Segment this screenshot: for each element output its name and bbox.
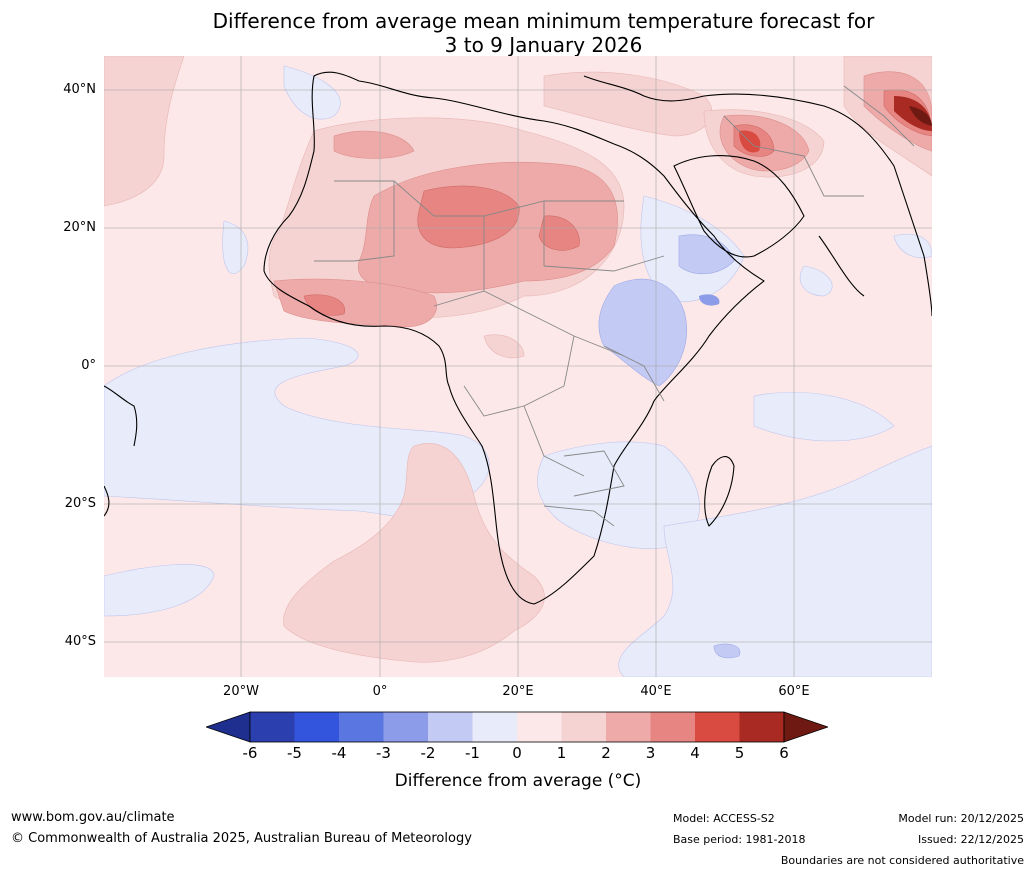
colorbar-segment	[561, 712, 606, 742]
colorbar-segment	[650, 712, 695, 742]
africa-coastline	[263, 71, 765, 605]
colorbar-segment	[339, 712, 384, 742]
warm-anomaly-north-atlantic	[104, 56, 185, 207]
colorbar-segment	[383, 712, 428, 742]
cool-anomaly-small	[799, 265, 833, 297]
madagascar-coastline	[704, 456, 735, 527]
cool-anomaly-south-indian-spot	[713, 643, 741, 659]
footer-website[interactable]: www.bom.gov.au/climate	[11, 810, 175, 825]
colorbar-tick-label: -5	[287, 744, 302, 762]
colorbar-segment	[428, 712, 473, 742]
moderate-cool-regions	[598, 234, 741, 659]
colorbar-segment	[739, 712, 784, 742]
warm-anomaly-central-africa	[483, 334, 525, 359]
warm-anomaly-tibet-max	[909, 106, 932, 126]
cool-anomaly-canary	[222, 220, 249, 274]
colorbar-segment	[695, 712, 740, 742]
footer-issued: Issued: 22/12/2025	[917, 833, 1024, 846]
colorbar-tick-label: 4	[690, 744, 700, 762]
lat-label-40s: 40°S	[64, 634, 96, 649]
map-title-line1: Difference from average mean minimum tem…	[212, 9, 875, 33]
colorbar-tick-label: -4	[331, 744, 347, 762]
map-gridlines	[104, 56, 932, 677]
arabia-coastline	[673, 155, 805, 258]
south-america-coastline	[104, 385, 138, 447]
map-title-line2: 3 to 9 January 2026	[444, 33, 643, 57]
cool-anomaly-somalia-spot	[699, 294, 720, 306]
footer-disclaimer: Boundaries are not considered authoritat…	[780, 854, 1024, 867]
warm-anomaly-west-africa	[273, 278, 437, 328]
colorbar-tick-label: 6	[779, 744, 789, 762]
mediterranean-north-coastline	[583, 75, 705, 102]
colorbar-extend-low	[206, 711, 251, 743]
colorbar-segment	[606, 712, 651, 742]
footer-model-run: Model run: 20/12/2025	[898, 812, 1024, 825]
anomaly-map-svg	[104, 56, 932, 677]
colorbar-tick-label: 0	[512, 744, 522, 762]
lon-label-20e: 20°E	[502, 684, 534, 699]
lon-label-40e: 40°E	[640, 684, 672, 699]
asia-coastline	[703, 93, 932, 317]
forecast-map	[104, 56, 932, 677]
warm-anomaly-south-atlantic	[283, 443, 545, 663]
warm-anomaly-algeria	[333, 130, 415, 159]
coastlines	[104, 71, 932, 605]
country-borders	[314, 85, 915, 527]
colorbar-tick-label: -1	[465, 744, 480, 762]
lon-label-60e: 60°E	[778, 684, 810, 699]
lat-label-20n: 20°N	[63, 220, 96, 235]
colorbar-label: Difference from average (°C)	[394, 771, 642, 791]
cool-anomaly-indian-ocean-central	[753, 391, 895, 442]
footer-model: Model: ACCESS-S2	[673, 812, 775, 825]
colorbar-extend-high	[783, 711, 828, 743]
colorbar-tick-label: 1	[556, 744, 567, 762]
warm-anomaly-chad-niger	[417, 185, 520, 249]
colorbar-segment	[250, 712, 295, 742]
colorbar-segment	[517, 712, 562, 742]
lat-label-20s: 20°S	[64, 496, 96, 511]
footer-base-period: Base period: 1981-2018	[673, 833, 806, 846]
colorbar	[206, 711, 828, 743]
colorbar-tick-label: 3	[645, 744, 656, 762]
lat-label-40n: 40°N	[63, 82, 96, 97]
footer-copyright: © Commonwealth of Australia 2025, Austra…	[11, 831, 472, 846]
lon-label-20w: 20°W	[223, 684, 259, 699]
cool-anomaly-ethiopia	[598, 278, 687, 387]
lon-label-0: 0°	[372, 684, 388, 699]
colorbar-tick-label: 2	[601, 744, 611, 762]
colorbar-tick-label: 5	[734, 744, 745, 762]
brazil-coastline	[104, 485, 110, 517]
colorbar-tick-label: -3	[376, 744, 391, 762]
colorbar-segment	[472, 712, 517, 742]
warm-anomaly-sudan	[538, 215, 580, 251]
colorbar-segment	[294, 712, 339, 742]
colorbar-tick-label: -6	[242, 744, 258, 762]
colorbar-tick-label: -2	[420, 744, 436, 762]
cool-anomaly-west-atlantic	[104, 337, 490, 527]
stronger-cool-regions	[699, 294, 720, 306]
cool-anomaly-south-atlantic-west	[104, 564, 215, 617]
india-coastline	[818, 235, 865, 297]
lat-label-0: 0°	[81, 358, 96, 373]
